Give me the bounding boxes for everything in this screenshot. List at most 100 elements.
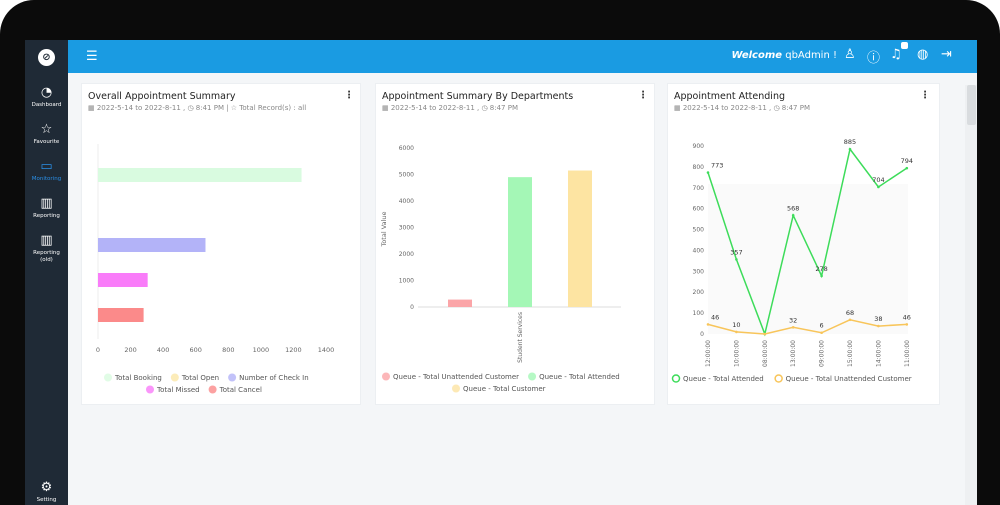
bar-1	[508, 177, 532, 307]
sidebar-item-reporting[interactable]: ▥ Reporting	[25, 196, 68, 220]
legend-marker	[228, 373, 237, 382]
data-point	[706, 171, 710, 174]
welcome-prefix: Welcome	[731, 50, 783, 61]
data-label: 278	[815, 265, 827, 273]
data-point	[848, 318, 852, 322]
x-tick-label: 08:00:00	[762, 340, 769, 367]
sidebar-label: Reporting	[33, 213, 60, 219]
horizontal-bar-chart: 0 200 400 600 800 1000 1200 1400 Total Booking To…	[96, 144, 335, 394]
legend-marker	[774, 374, 783, 383]
scrollbar-thumb[interactable]	[967, 85, 976, 125]
y-tick-label: 0	[410, 304, 414, 311]
bar-chart: 0 1000 2000 3000 4000 5000 6000 Total Value Stud…	[380, 145, 621, 393]
x-tick-label: 1400	[318, 346, 335, 354]
y-tick-label: 4000	[399, 198, 414, 205]
data-point	[791, 326, 795, 329]
more-options-icon[interactable]: ⋮	[638, 90, 648, 101]
x-tick-label: 14:00:00	[875, 340, 882, 367]
bar-number-of-check-in	[98, 238, 206, 252]
app-logo: ⊘	[38, 49, 55, 66]
x-tick-label: 1200	[285, 346, 302, 354]
x-tick-label: 09:00:00	[819, 340, 826, 367]
report-icon: ▥	[40, 196, 53, 211]
y-tick-label: 400	[693, 247, 705, 254]
legend-marker	[382, 372, 390, 381]
sidebar-label: Favourite	[33, 139, 60, 145]
sidebar: ⊘ ◔ Dashboard ☆ Favourite ▭ Monitoring ▥ Rep…	[25, 40, 68, 505]
data-point	[877, 185, 880, 189]
sidebar-item-favourite[interactable]: ☆ Favourite	[25, 122, 68, 146]
data-label: 568	[787, 204, 799, 212]
x-tick-label: 400	[157, 346, 169, 354]
x-tick-label: 13:00:00	[790, 340, 797, 367]
legend-marker	[528, 372, 537, 381]
y-tick-label: 3000	[399, 225, 414, 232]
y-tick-label: 800	[693, 164, 705, 171]
x-tick-label: 0	[96, 346, 100, 354]
data-point	[791, 214, 795, 217]
y-tick-label: 500	[693, 227, 705, 234]
data-point	[706, 323, 710, 326]
data-point	[735, 330, 738, 334]
data-point	[763, 332, 767, 336]
more-options-icon[interactable]: ⋮	[920, 90, 930, 101]
bar-total-cancel	[98, 308, 144, 322]
legend-label: Queue - Total Attended	[683, 375, 764, 383]
report-icon: ▥	[40, 233, 53, 248]
x-tick-label: 12:00:00	[705, 340, 712, 367]
star-icon: ☆	[40, 122, 53, 137]
x-tick-label: 200	[124, 346, 136, 354]
legend-label: Number of Check In	[239, 374, 309, 382]
data-label: 773	[711, 162, 723, 170]
sidebar-item-reporting-old[interactable]: ▥ Reporting (old)	[25, 233, 68, 264]
legend-marker	[170, 373, 179, 382]
more-options-icon[interactable]: ⋮	[344, 90, 354, 101]
bar-2	[568, 170, 592, 307]
help-icon[interactable]: ⓘ	[867, 51, 881, 66]
department-summary-card: Appointment Summary By Departments ▦ 202…	[375, 83, 655, 405]
card-subtitle: ▦ 2022-5-14 to 2022-8-11 , ◷ 8:41 PM | ☆…	[88, 104, 307, 112]
y-tick-label: 100	[693, 310, 705, 317]
data-label: 46	[903, 313, 911, 321]
legend-label: Queue - Total Attended	[539, 373, 620, 381]
bar-total-booking	[98, 168, 302, 182]
x-tick-label: Student Services	[517, 312, 524, 363]
y-tick-label: 300	[693, 268, 705, 275]
logout-icon[interactable]: ⇥	[941, 47, 952, 62]
bar-0	[448, 299, 472, 307]
y-tick-label: 700	[693, 185, 705, 192]
sidebar-label: Monitoring	[31, 176, 62, 182]
data-point	[735, 258, 738, 261]
x-tick-label: 15:00:00	[847, 340, 854, 367]
sidebar-item-setting[interactable]: ⚙ Setting	[25, 480, 68, 504]
user-icon[interactable]: ♙	[844, 47, 856, 62]
bell-icon[interactable]: ♫	[890, 47, 902, 62]
legend-marker	[452, 384, 460, 393]
x-tick-label: 600	[190, 346, 202, 354]
y-axis-title: Total Value	[380, 211, 388, 247]
pie-chart-icon: ◔	[40, 85, 53, 100]
sidebar-label: Reporting (old)	[33, 250, 60, 263]
legend-label: Total Open	[181, 374, 219, 382]
y-tick-label: 6000	[399, 145, 414, 152]
menu-icon[interactable]: ☰	[86, 49, 98, 64]
sidebar-item-dashboard[interactable]: ◔ Dashboard	[25, 85, 68, 109]
line-series-0	[707, 147, 908, 337]
legend-label: Total Booking	[114, 374, 162, 382]
welcome-text: Welcome qbAdmin !	[731, 50, 837, 61]
gear-icon: ⚙	[40, 480, 53, 495]
globe-icon[interactable]: ◍	[917, 47, 929, 62]
app-screen: ⊘ ◔ Dashboard ☆ Favourite ▭ Monitoring ▥ Rep…	[25, 40, 977, 505]
data-label: 357	[730, 248, 742, 256]
data-point	[905, 166, 909, 170]
legend-marker	[146, 385, 154, 394]
sidebar-label: Setting	[36, 497, 57, 503]
scrollbar[interactable]	[965, 85, 977, 505]
notification-badge	[901, 42, 908, 49]
monitor-icon: ▭	[40, 159, 53, 174]
y-tick-label: 0	[700, 331, 704, 338]
legend-marker	[671, 374, 681, 383]
sidebar-item-monitoring[interactable]: ▭ Monitoring	[25, 159, 68, 183]
data-point	[820, 331, 823, 335]
bar-total-missed	[98, 273, 148, 287]
